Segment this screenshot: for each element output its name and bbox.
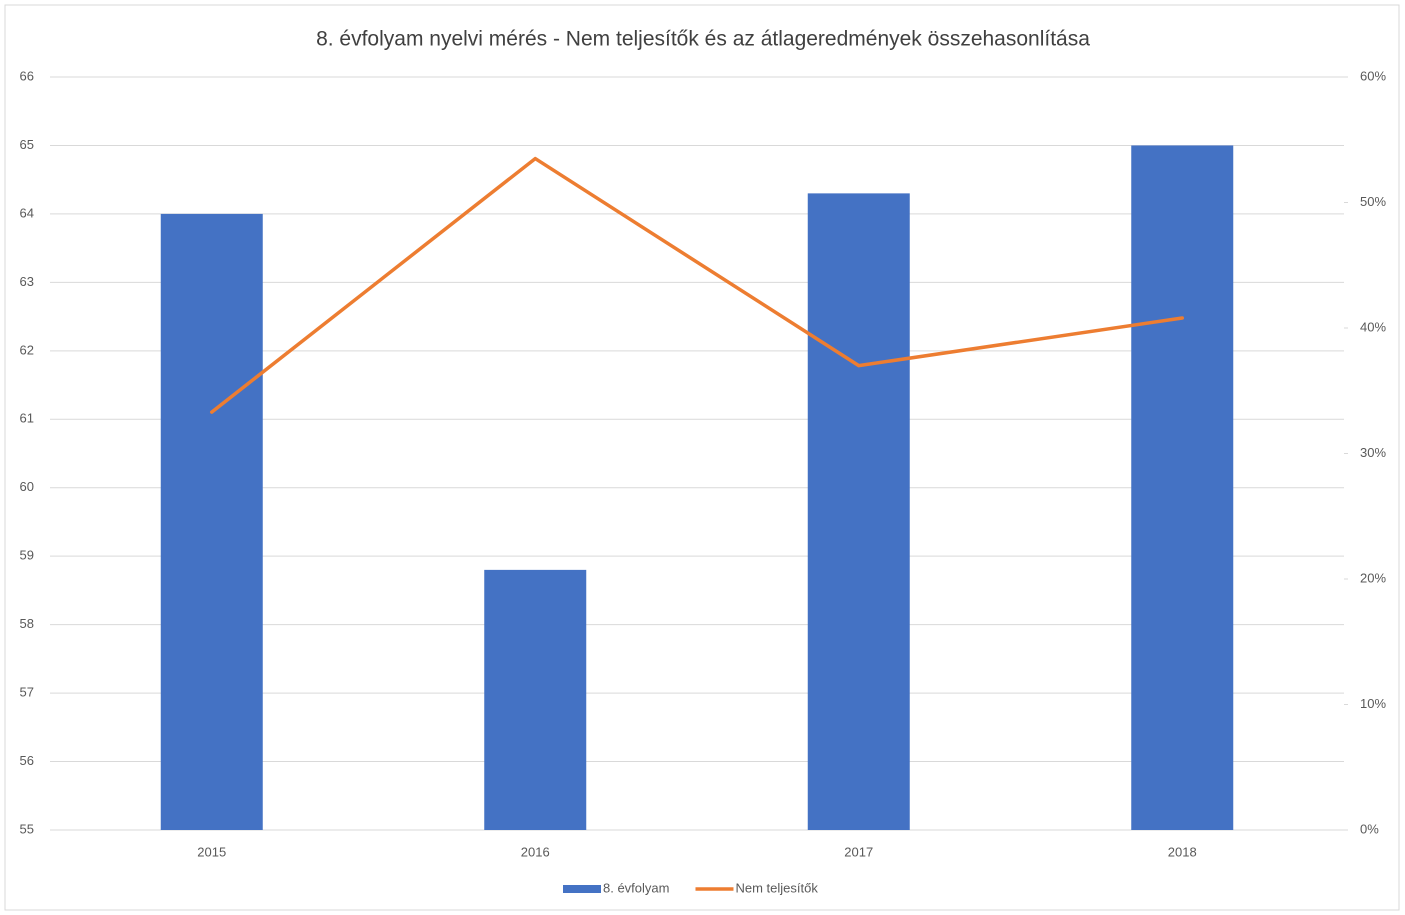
legend-swatch xyxy=(563,885,601,893)
y-tick-label: 58 xyxy=(20,616,34,631)
y2-tick-label: 40% xyxy=(1360,319,1386,334)
x-tick-label: 2017 xyxy=(844,844,873,859)
legend-label: 8. évfolyam xyxy=(603,880,669,895)
y-tick-label: 63 xyxy=(20,274,34,289)
y-tick-label: 64 xyxy=(20,205,34,220)
bar xyxy=(807,193,910,830)
y-tick-label: 56 xyxy=(20,753,34,768)
y2-tick-label: 60% xyxy=(1360,68,1386,83)
y-tick-label: 57 xyxy=(20,685,34,700)
x-tick-label: 2015 xyxy=(197,844,226,859)
chart-title: 8. évfolyam nyelvi mérés - Nem teljesítő… xyxy=(316,28,1090,51)
y2-tick-label: 50% xyxy=(1360,194,1386,209)
bar xyxy=(484,569,587,830)
bar xyxy=(1131,145,1234,831)
y2-tick-label: 20% xyxy=(1360,570,1386,585)
y-tick-label: 62 xyxy=(20,342,34,357)
y2-tick-label: 0% xyxy=(1360,821,1379,836)
y2-tick-label: 30% xyxy=(1360,445,1386,460)
x-tick-label: 2018 xyxy=(1168,844,1197,859)
y-tick-label: 60 xyxy=(20,479,34,494)
y-tick-label: 65 xyxy=(20,137,34,152)
y-tick-label: 55 xyxy=(20,821,34,836)
legend-label: Nem teljesítők xyxy=(735,880,818,895)
y-tick-label: 59 xyxy=(20,548,34,563)
line xyxy=(210,156,1184,414)
y-tick-label: 61 xyxy=(20,411,34,426)
y-tick-label: 66 xyxy=(20,68,34,83)
bar xyxy=(160,213,263,831)
x-tick-label: 2016 xyxy=(521,844,550,859)
y2-tick-label: 10% xyxy=(1360,696,1386,711)
